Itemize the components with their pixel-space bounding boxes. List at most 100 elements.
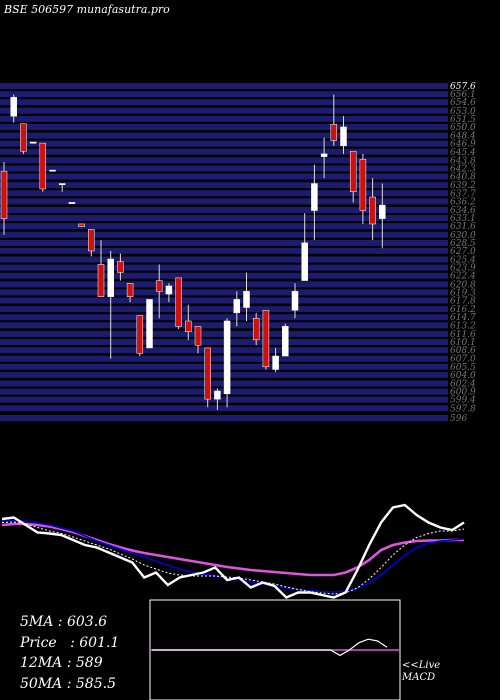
price-label: 623.9: [450, 264, 476, 274]
candle-body: [262, 309, 270, 368]
candle-body: [330, 124, 338, 141]
candle-body: [194, 326, 202, 346]
candle-body: [29, 141, 37, 144]
stat-5ma: 5MA : 603.6: [20, 614, 108, 630]
candle-body: [340, 126, 347, 147]
price-label: 640.8: [450, 173, 476, 183]
candle-body: [233, 299, 241, 314]
stat-price: Price : 601.1: [20, 634, 120, 651]
price-label: 607.0: [450, 355, 476, 365]
price-label: 639.2: [450, 181, 476, 191]
price-label: 610.1: [450, 338, 476, 348]
price-label: 604.0: [450, 371, 476, 381]
price-label: 605.5: [450, 363, 476, 373]
macd-panel: [149, 599, 401, 700]
candle-body: [243, 291, 250, 308]
candle-body: [97, 264, 105, 297]
candle-body: [88, 229, 95, 252]
candle-body: [58, 183, 66, 186]
price-label: 637.7: [450, 189, 476, 199]
price-label: 634.6: [450, 206, 476, 216]
price-label: 646.9: [450, 140, 476, 150]
candle-body: [272, 355, 279, 370]
price-label: 627.0: [450, 247, 476, 257]
candle-body: [175, 277, 182, 327]
price-label: 645.4: [450, 148, 476, 158]
macd-line: [152, 638, 388, 657]
price-label: 651.5: [450, 115, 476, 125]
price-label: 599.4: [450, 396, 476, 406]
candle-body: [320, 153, 328, 157]
price-label: 657.6: [450, 82, 476, 92]
price-label: 630.0: [450, 231, 476, 241]
candle-body: [146, 299, 153, 349]
price-label: 622.4: [450, 272, 476, 282]
candle-body: [359, 159, 367, 211]
candle-body: [282, 326, 289, 357]
price-label: 648.4: [450, 132, 476, 142]
candle-body: [10, 97, 17, 117]
candles: [0, 94, 386, 410]
ma-line-magenta: [1, 522, 464, 577]
candle-body: [301, 242, 308, 281]
ma-line-white: [1, 503, 465, 599]
candle-body: [78, 223, 85, 227]
live-macd-label-line2: MACD: [402, 672, 436, 683]
candle-body: [291, 291, 299, 311]
price-label: 608.6: [450, 346, 476, 356]
candle-body: [68, 202, 76, 204]
stat-12ma: 12MA : 589: [20, 655, 103, 671]
candle-body: [204, 347, 211, 400]
price-label: 613.2: [450, 321, 476, 331]
price-label: 633.1: [450, 214, 476, 224]
candle-body: [117, 261, 124, 273]
ma-stats: 5MA : 603.6 Price : 601.1 12MA : 589 50M…: [20, 612, 119, 694]
price-label: 643.8: [450, 156, 476, 166]
candle-body: [155, 280, 163, 292]
price-label: 656.1: [450, 90, 476, 100]
price-label: 616.2: [450, 305, 476, 315]
chart-title: BSE 506597 munafasutra.pro: [4, 3, 170, 16]
price-label: 620.8: [450, 280, 476, 290]
price-label: 628.5: [450, 239, 476, 249]
candle-body: [126, 283, 134, 297]
candle-body: [223, 320, 231, 394]
candle-body: [185, 320, 192, 333]
candle-body: [0, 170, 8, 219]
candle-body: [369, 196, 376, 225]
live-macd-label-line1: <<Live: [402, 660, 441, 671]
candle-body: [165, 285, 173, 295]
price-label: 653.0: [450, 107, 476, 117]
price-label: 650.0: [450, 123, 476, 133]
price-label: 636.2: [450, 197, 476, 207]
price-label: 596: [450, 414, 467, 424]
price-label: 597.8: [450, 404, 476, 414]
price-label: 619.3: [450, 288, 476, 298]
price-label: 614.7: [450, 313, 476, 323]
ma-line-blue: [1, 519, 465, 593]
candle-body: [107, 258, 114, 297]
live-macd-link[interactable]: <<Live MACD: [402, 660, 440, 684]
candle-body: [379, 204, 386, 219]
price-label: 602.4: [450, 380, 476, 390]
price-grid: [0, 83, 448, 421]
candle-body: [20, 123, 27, 152]
price-label: 600.9: [450, 388, 476, 398]
candle-body: [214, 390, 221, 400]
price-label: 642.3: [450, 164, 476, 174]
candle-body: [349, 150, 357, 192]
candle-body: [252, 318, 260, 341]
candle-body: [136, 315, 144, 354]
moving-average-panel: [1, 503, 465, 599]
candle-body: [39, 142, 47, 190]
stat-50ma: 50MA : 585.5: [20, 675, 116, 692]
price-label: 617.8: [450, 297, 476, 307]
candle-body: [311, 183, 318, 211]
price-label: 625.4: [450, 256, 476, 266]
price-labels: 657.6656.1654.6653.0651.5650.0648.4646.9…: [450, 82, 476, 424]
price-label: 611.6: [450, 330, 476, 340]
price-label: 631.6: [450, 222, 476, 232]
price-label: 654.6: [450, 98, 476, 108]
candle-body: [49, 169, 56, 172]
